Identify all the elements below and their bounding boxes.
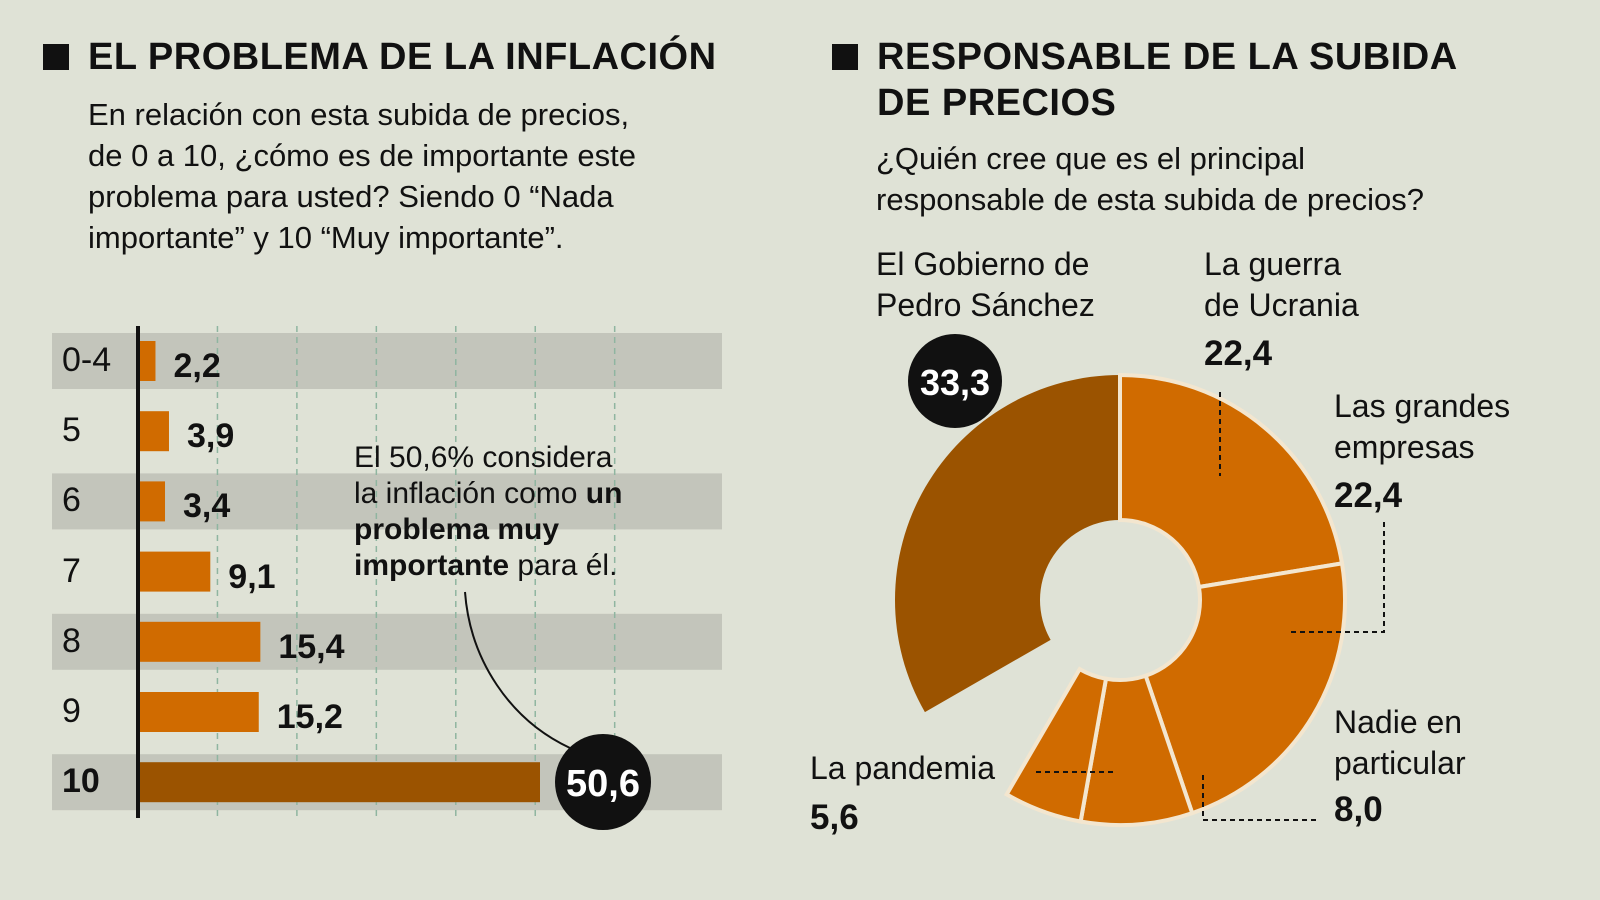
category-label: 9 [62, 692, 81, 730]
slice-label-guerra: La guerra de Ucrania [1204, 244, 1359, 326]
subtitle-line: En relación con esta subida de precios, [88, 97, 630, 132]
label-line: Pedro Sánchez [876, 287, 1095, 323]
annotation-bold: un [585, 477, 623, 510]
title-line: DE PRECIOS [877, 82, 1117, 124]
gobierno-value-circle [908, 334, 1002, 428]
annotation-text: la inflación como [354, 477, 586, 510]
bar-10 [138, 762, 540, 803]
label-line: La guerra [1204, 246, 1341, 282]
label-line: de Ucrania [1204, 287, 1359, 323]
bar-0-4 [138, 341, 156, 381]
category-label: 0-4 [62, 341, 112, 379]
annotation-text: para él. [509, 549, 618, 582]
slice-label-gobierno: El Gobierno de Pedro Sánchez [876, 244, 1095, 326]
slice-value-empresas: 22,4 [1334, 476, 1403, 515]
slice-value-guerra: 22,4 [1204, 334, 1273, 373]
label-line: El Gobierno de [876, 246, 1090, 282]
category-label: 7 [62, 551, 81, 590]
category-label: 8 [62, 621, 81, 660]
bar-6 [138, 481, 166, 522]
highlight-value-circle [555, 734, 651, 830]
leader-empresas [1290, 522, 1385, 633]
row-band [52, 333, 722, 389]
label-line: particular [1334, 745, 1466, 781]
slice-empresas [1143, 561, 1347, 816]
annotation-line: importante para él. [354, 548, 622, 584]
bar-annotation: El 50,6% considera la inflación como un … [354, 440, 622, 584]
annotation-bold: problema muy [354, 513, 560, 546]
slice-guerra [1118, 372, 1345, 590]
slice-label-nadie: Nadie en particular [1334, 702, 1466, 784]
right-title: RESPONSABLE DE LA SUBIDA DE PRECIOS [877, 34, 1458, 126]
annotation-line: la inflación como un [354, 476, 622, 512]
bar-9 [138, 692, 259, 732]
value-label: 3,9 [186, 417, 235, 456]
highlight-value-label: 50,6 [566, 763, 640, 805]
subtitle-line: importante” y 10 “Muy importante”. [88, 220, 564, 255]
title-line: RESPONSABLE DE LA SUBIDA [877, 36, 1458, 78]
annotation-line: El 50,6% considera [354, 441, 613, 474]
annotation-line: problema muy [354, 512, 622, 548]
leader-nadie [1202, 775, 1318, 821]
slice-pandemia [1003, 666, 1109, 824]
title-square-icon [832, 44, 858, 70]
right-subtitle: ¿Quién cree que es el principal responsa… [876, 138, 1424, 220]
value-label: 9,1 [228, 557, 276, 596]
slice-value-nadie: 8,0 [1334, 790, 1383, 829]
left-subtitle: En relación con esta subida de precios, … [88, 94, 636, 258]
label-line: empresas [1334, 429, 1475, 465]
slice-label-empresas: Las grandes empresas [1334, 386, 1510, 468]
value-label: 15,2 [276, 698, 343, 736]
subtitle-line: ¿Quién cree que es el principal [876, 141, 1306, 176]
title-square-icon [43, 44, 69, 70]
bar-8 [138, 621, 261, 662]
slice-label-pandemia: La pandemia [810, 750, 996, 786]
bar-7 [138, 551, 211, 592]
slice-gobierno [895, 375, 1120, 713]
annotation-bold: importante [354, 549, 510, 582]
value-label: 15,4 [278, 627, 345, 666]
label-line: Las grandes [1334, 388, 1511, 424]
subtitle-line: problema para usted? Siendo 0 “Nada [88, 179, 614, 214]
subtitle-line: responsable de esta subida de precios? [876, 182, 1425, 217]
left-title: EL PROBLEMA DE LA INFLACIÓN [88, 36, 717, 78]
category-label: 5 [62, 411, 81, 450]
slice-value-pandemia: 5,6 [810, 798, 859, 837]
bar-5 [138, 411, 169, 452]
label-line: Nadie en [1334, 704, 1463, 740]
category-label: 10 [62, 762, 100, 801]
value-label: 2,2 [173, 347, 221, 385]
annotation-leader [464, 591, 571, 749]
value-label: 3,4 [183, 487, 231, 526]
category-label: 6 [62, 481, 81, 520]
slice-value-gobierno: 33,3 [920, 362, 990, 403]
subtitle-line: de 0 a 10, ¿cómo es de importante este [88, 138, 636, 173]
